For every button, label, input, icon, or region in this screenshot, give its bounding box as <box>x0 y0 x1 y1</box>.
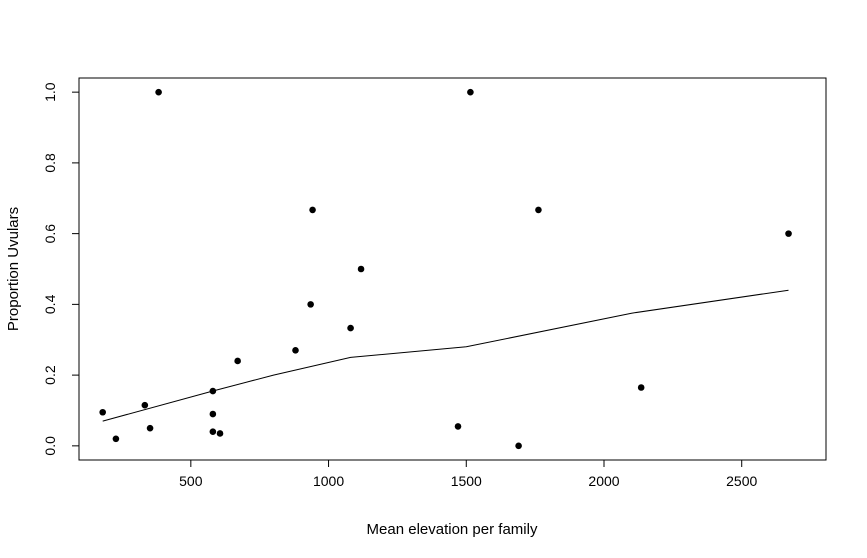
data-point <box>357 265 365 273</box>
x-tick-label: 2000 <box>588 473 619 489</box>
y-axis-title: Proportion Uvulars <box>5 207 22 331</box>
data-point <box>347 324 354 332</box>
data-point <box>99 408 106 416</box>
plot-area-border <box>78 77 827 461</box>
x-axis-title: Mean elevation per family <box>367 521 538 538</box>
data-point <box>234 357 241 365</box>
y-tick-label: 0.6 <box>42 224 58 244</box>
data-point <box>307 301 314 308</box>
data-point <box>141 401 149 409</box>
data-point <box>309 206 316 214</box>
x-tick-label: 2500 <box>726 473 757 489</box>
data-point <box>112 435 120 443</box>
data-point <box>637 384 645 391</box>
smoothed-trend-line <box>102 289 789 422</box>
data-point <box>209 387 217 395</box>
y-tick-label: 0.4 <box>42 294 58 314</box>
data-point <box>209 410 217 418</box>
data-point <box>535 206 542 214</box>
x-axis: 500 1000 1500 2000 2500 <box>179 459 757 489</box>
y-tick-label: 0.0 <box>42 436 58 456</box>
x-tick-label: 500 <box>179 473 203 489</box>
y-tick-label: 0.2 <box>42 365 58 385</box>
data-point <box>467 88 474 96</box>
data-point <box>785 230 792 237</box>
y-tick-label: 1.0 <box>42 82 58 102</box>
y-tick-label: 0.8 <box>42 153 58 173</box>
data-point <box>216 430 224 437</box>
x-tick-label: 1000 <box>313 473 344 489</box>
data-point <box>292 347 299 354</box>
data-point <box>515 442 522 450</box>
data-point <box>454 423 462 430</box>
data-point <box>146 424 154 432</box>
data-points <box>99 88 792 450</box>
x-tick-label: 1500 <box>451 473 482 489</box>
data-point <box>209 428 217 436</box>
data-point <box>155 88 162 96</box>
y-axis: 0.0 0.2 0.4 0.6 0.8 1.0 <box>42 82 80 456</box>
